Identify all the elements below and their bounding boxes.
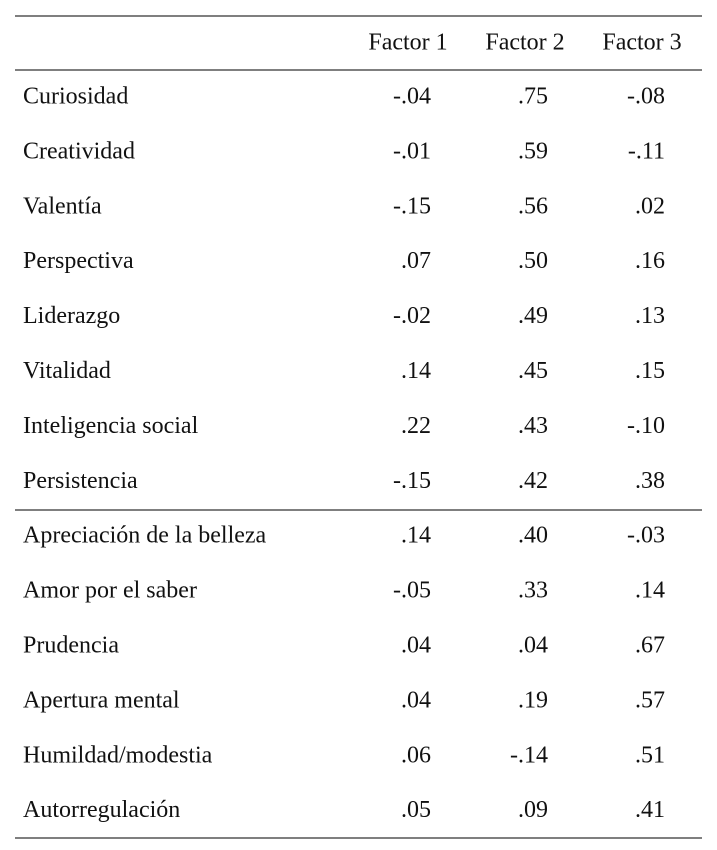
row-label: Humildad/modestia [23,742,213,768]
cell-value: .59 [518,138,548,164]
cell-value: .02 [635,193,665,219]
cell-value: .22 [401,413,431,439]
row-label: Perspectiva [23,248,134,274]
row-label: Autorregulación [23,797,180,823]
cell-value: .04 [401,687,431,713]
column-header: Factor 1 [368,30,447,56]
cell-value: .04 [518,633,548,659]
cell-value: .06 [401,742,431,768]
column-header: Factor 3 [602,30,681,56]
cell-value: -.03 [627,523,665,549]
cell-value: .14 [635,578,665,604]
cell-value: .75 [518,84,548,110]
cell-value: -.10 [627,413,665,439]
cell-value: -.08 [627,84,665,110]
cell-value: .13 [635,303,665,329]
row-label: Apreciación de la belleza [23,523,267,549]
cell-value: .43 [518,413,548,439]
cell-value: .15 [635,358,665,384]
row-label: Prudencia [23,633,119,659]
cell-value: .41 [635,797,665,823]
cell-value: .09 [518,797,548,823]
cell-value: -.02 [393,303,431,329]
cell-value: .33 [518,578,548,604]
cell-value: .45 [518,358,548,384]
cell-value: -.04 [393,84,431,110]
row-label: Curiosidad [23,84,128,110]
row-label: Persistencia [23,468,138,494]
cell-value: .19 [518,687,548,713]
cell-value: .07 [401,248,431,274]
column-header: Factor 2 [485,30,564,56]
row-label: Amor por el saber [23,578,197,604]
cell-value: .57 [635,687,665,713]
cell-value: .42 [518,468,548,494]
cell-value: -.15 [393,193,431,219]
cell-value: .50 [518,248,548,274]
row-label: Inteligencia social [23,413,199,439]
row-label: Vitalidad [23,358,111,384]
cell-value: .14 [401,358,431,384]
cell-value: -.01 [393,138,431,164]
cell-value: -.15 [393,468,431,494]
cell-value: .16 [635,248,665,274]
cell-value: .49 [518,303,548,329]
cell-value: -.05 [393,578,431,604]
cell-value: -.11 [628,138,665,164]
cell-value: .05 [401,797,431,823]
cell-value: .67 [635,633,665,659]
row-label: Apertura mental [23,687,180,713]
cell-value: .40 [518,523,548,549]
cell-value: .38 [635,468,665,494]
row-label: Liderazgo [23,303,120,329]
row-label: Valentía [23,193,102,219]
row-label: Creatividad [23,138,135,164]
cell-value: .14 [401,523,431,549]
cell-value: .04 [401,633,431,659]
cell-value: -.14 [510,742,548,768]
cell-value: .56 [518,193,548,219]
cell-value: .51 [635,742,665,768]
